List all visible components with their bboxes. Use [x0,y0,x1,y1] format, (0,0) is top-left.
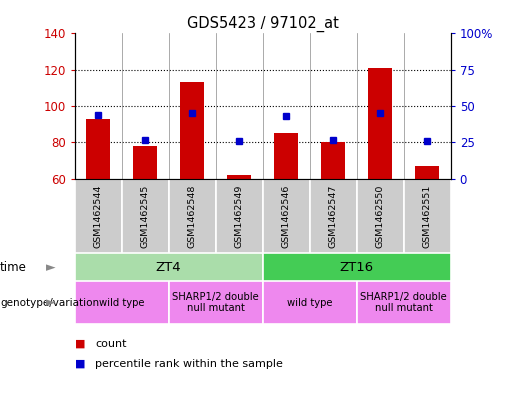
Bar [87,119,110,179]
Bar [263,281,356,324]
Bar [75,281,168,324]
Text: percentile rank within the sample: percentile rank within the sample [95,358,283,369]
Bar [75,179,122,253]
Bar [368,68,392,179]
Bar [404,179,451,253]
Text: genotype/variation: genotype/variation [0,298,99,308]
Text: GSM1462547: GSM1462547 [329,185,338,248]
Bar [263,179,310,253]
Text: GSM1462551: GSM1462551 [423,185,432,248]
Bar [180,83,204,179]
Text: GSM1462545: GSM1462545 [141,185,150,248]
Text: ZT16: ZT16 [339,261,374,274]
Text: SHARP1/2 double
null mutant: SHARP1/2 double null mutant [360,292,447,313]
Text: wild type: wild type [99,298,144,308]
Text: count: count [95,339,127,349]
Bar [75,253,263,281]
Bar [168,179,216,253]
Bar [168,281,263,324]
Text: GSM1462549: GSM1462549 [235,185,244,248]
Bar [310,179,356,253]
Text: ■: ■ [75,339,85,349]
Text: wild type: wild type [287,298,332,308]
Text: ►: ► [46,261,56,274]
Text: GSM1462548: GSM1462548 [187,185,197,248]
Bar [416,166,439,179]
Bar [133,146,157,179]
Text: ►: ► [46,296,56,309]
Title: GDS5423 / 97102_at: GDS5423 / 97102_at [187,16,338,32]
Bar [228,175,251,179]
Bar [263,253,451,281]
Bar [122,179,168,253]
Text: SHARP1/2 double
null mutant: SHARP1/2 double null mutant [173,292,259,313]
Text: time: time [0,261,27,274]
Text: ZT4: ZT4 [156,261,181,274]
Text: GSM1462546: GSM1462546 [282,185,290,248]
Bar [274,133,298,179]
Bar [356,179,404,253]
Text: GSM1462550: GSM1462550 [375,185,385,248]
Bar [216,179,263,253]
Bar [321,142,345,179]
Text: GSM1462544: GSM1462544 [94,185,102,248]
Text: ■: ■ [75,358,85,369]
Bar [356,281,451,324]
